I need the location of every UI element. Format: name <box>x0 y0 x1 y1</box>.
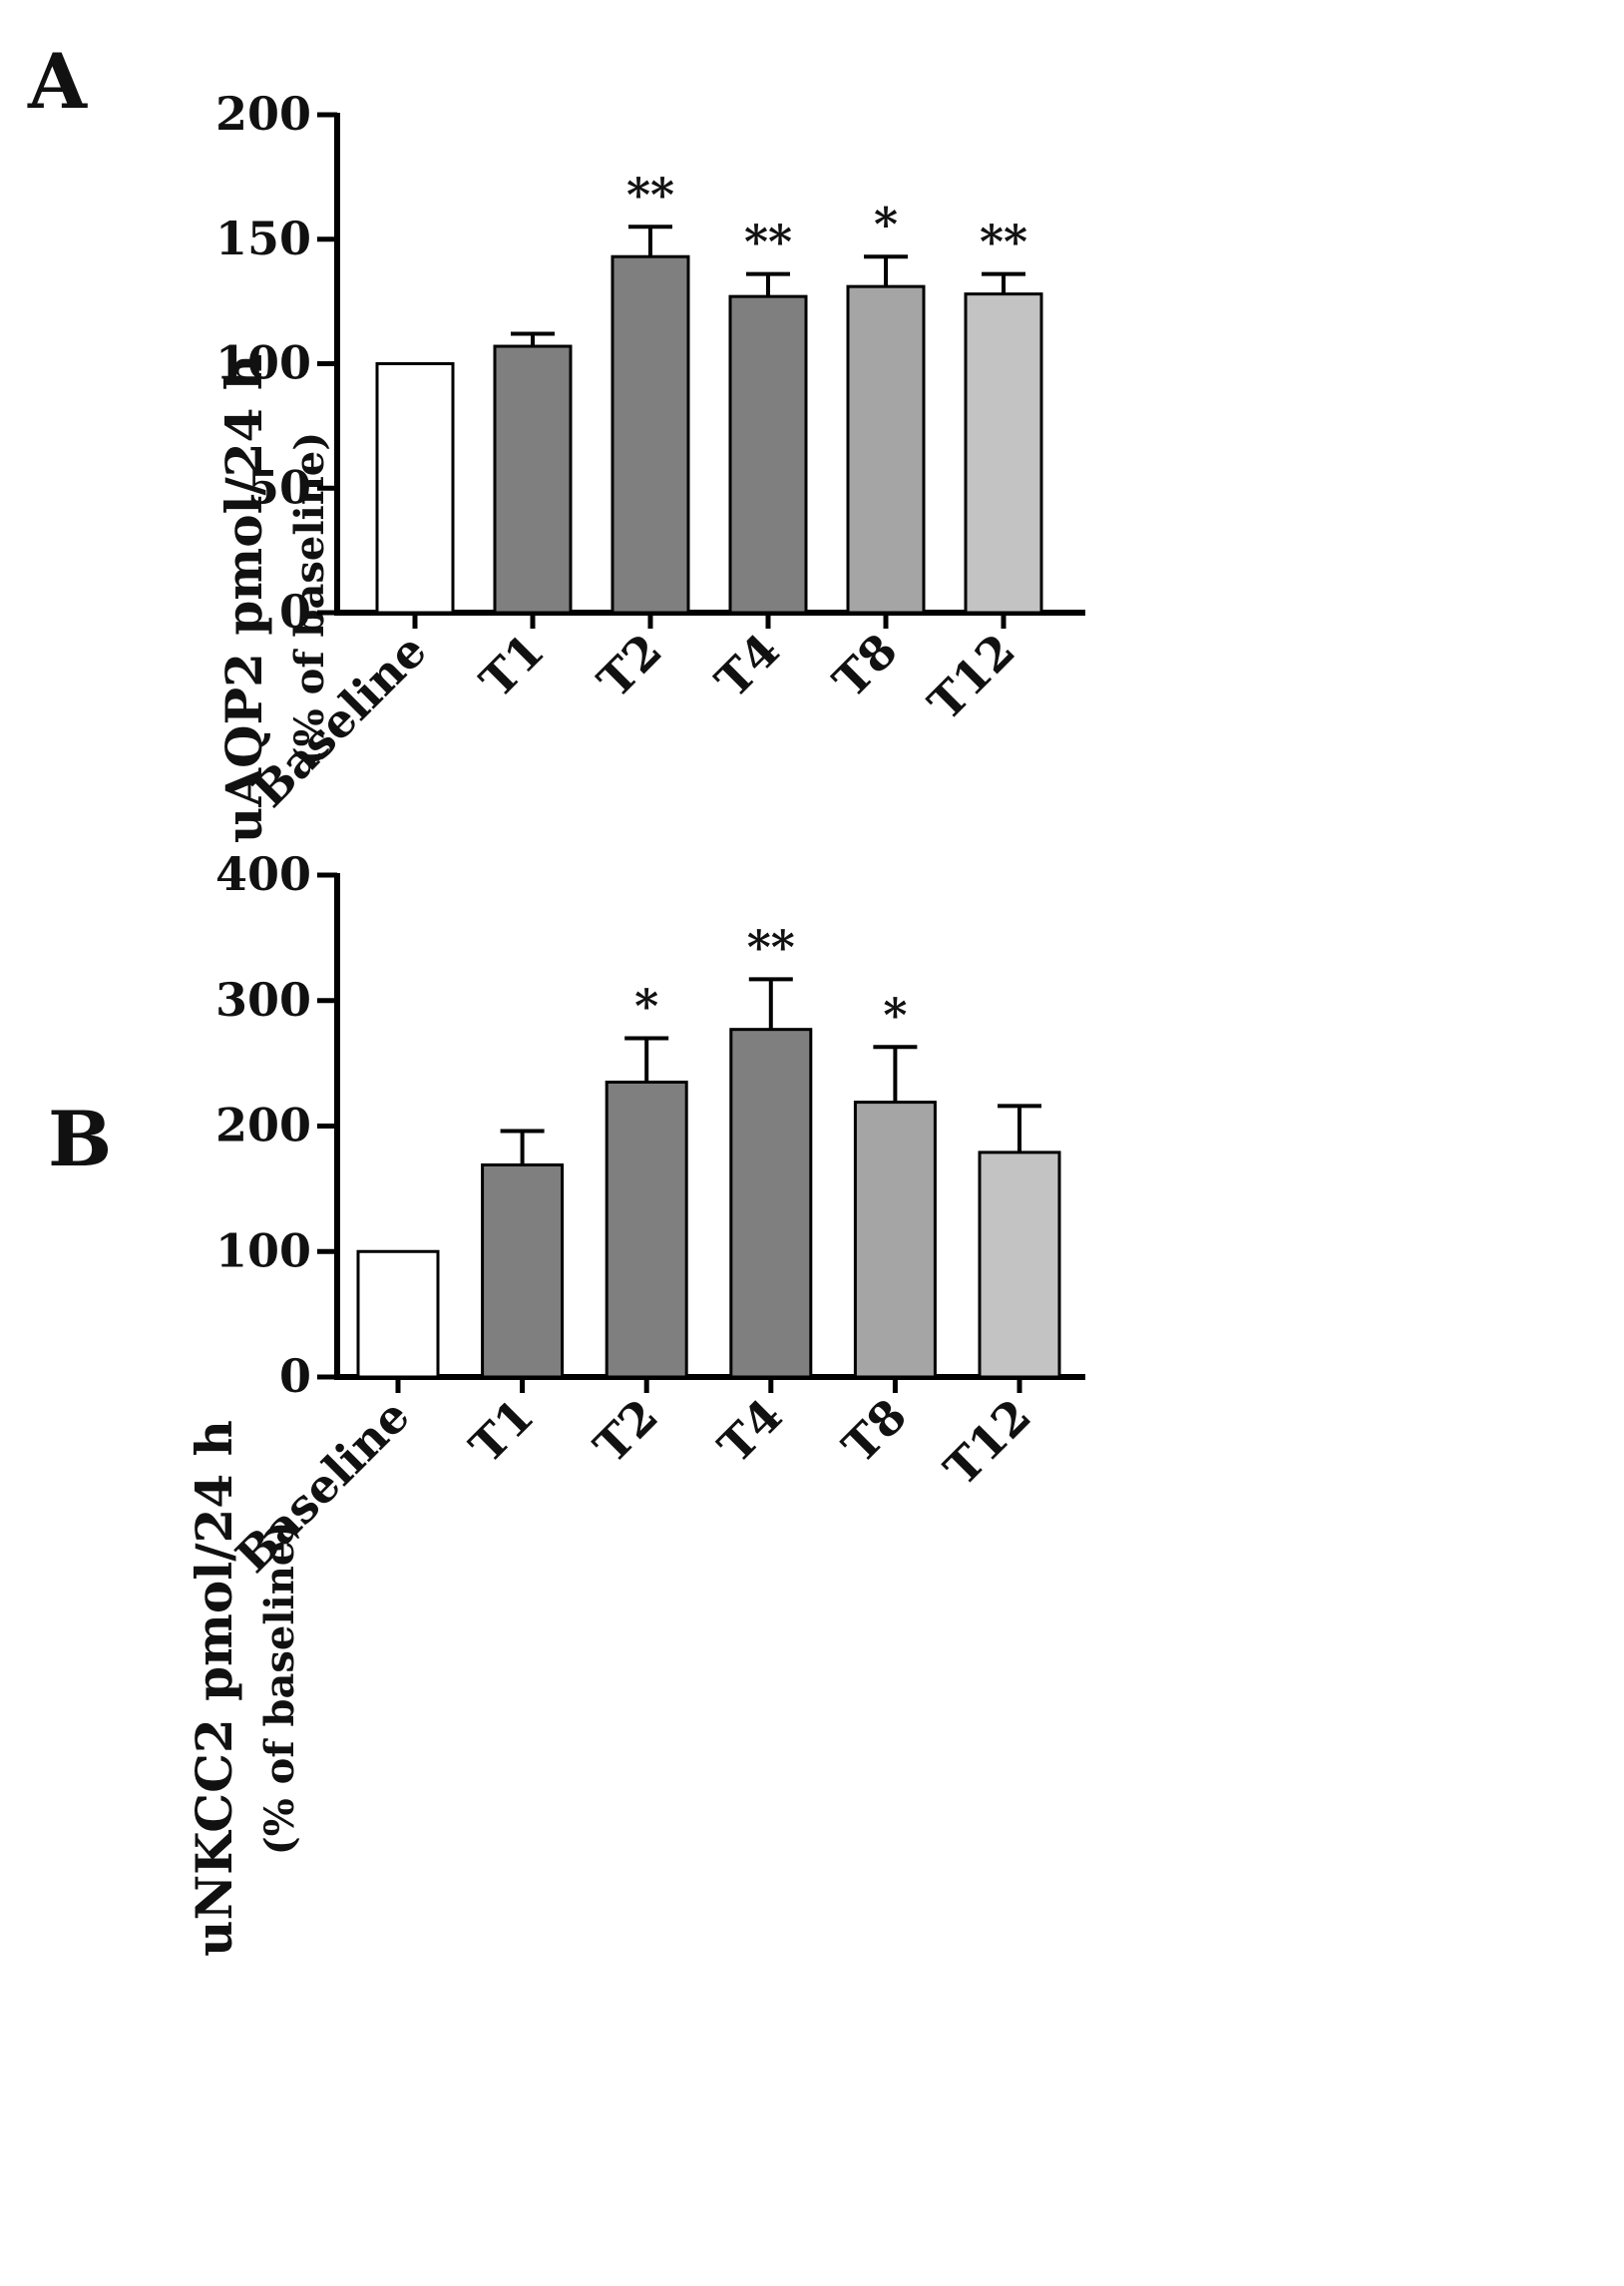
panel-a-category-label: T2 <box>588 624 672 708</box>
panel-b-bar-t4 <box>729 1028 813 1379</box>
panel-a-significance-marker: ** <box>980 216 1027 269</box>
panel-b-category-label: T1 <box>459 1389 544 1474</box>
panel-a-category-label: T12 <box>918 624 1025 731</box>
panel-a-y-tick-label: 150 <box>215 212 311 265</box>
panel-a-significance-marker: * <box>874 198 898 251</box>
panel-b-y-label-line2: (% of baseline) <box>256 1522 303 1855</box>
panel-b-y-label-line1: uNKCC2 pmol/24 h <box>185 1420 243 1957</box>
panel-b-significance-marker: ** <box>747 920 795 974</box>
panel-b-bar-t12 <box>978 1150 1061 1379</box>
panel-a: A uAQP2 pmol/24 h (% of baseline) 050100… <box>27 37 1085 843</box>
panel-a-category-label: T8 <box>823 624 908 708</box>
panel-b-y-tick-label: 0 <box>279 1349 311 1403</box>
panel-b-label: B <box>48 1095 112 1183</box>
panel-b-significance-marker: * <box>883 988 907 1042</box>
panel-b-category-label: T4 <box>708 1389 793 1474</box>
panel-b-category-label: T12 <box>934 1389 1041 1497</box>
panel-a-y-tick-label: 50 <box>247 460 311 514</box>
panel-b-plot: 0 100 200 300 400 Baseline T1 T2 * T4 ** T8 * T12 <box>215 847 1085 1583</box>
panel-b-y-tick-label: 200 <box>215 1099 311 1152</box>
panel-b-category-label: Baseline <box>225 1389 420 1584</box>
panel-a-bar-t1 <box>493 344 573 615</box>
panel-a-significance-marker: ** <box>744 216 792 269</box>
panel-b-y-tick-label: 300 <box>215 973 311 1027</box>
panel-a-y-label-line1: uAQP2 pmol/24 h <box>214 354 273 843</box>
panel-b-bar-t2 <box>605 1080 688 1379</box>
panel-a-bar-t2 <box>610 254 690 615</box>
panel-a-y-tick-label: 0 <box>279 585 311 639</box>
panel-a-category-label: T4 <box>705 624 790 708</box>
panel-b-bar-t1 <box>481 1162 565 1379</box>
panel-a-bar-baseline <box>375 362 455 615</box>
panel-b-y-axis-label: uNKCC2 pmol/24 h (% of baseline) <box>185 1420 303 1957</box>
panel-b-significance-marker: * <box>634 979 658 1033</box>
panel-b: B uNKCC2 pmol/24 h (% of baseline) 0 100 2… <box>48 847 1085 1957</box>
panel-a-significance-marker: ** <box>626 168 674 222</box>
panel-b-bar-baseline <box>356 1249 440 1379</box>
panel-b-category-label: T8 <box>832 1389 917 1474</box>
panel-b-y-tick-label: 400 <box>215 847 311 901</box>
panel-a-bar-t12 <box>964 292 1043 615</box>
panel-a-y-tick-label: 200 <box>215 87 311 141</box>
panel-b-bar-t8 <box>853 1101 937 1379</box>
panel-a-label: A <box>27 37 88 126</box>
panel-a-y-tick-label: 100 <box>215 336 311 390</box>
panel-a-category-label: T1 <box>470 624 555 708</box>
panel-a-bar-t8 <box>846 284 926 615</box>
panel-b-category-label: T2 <box>584 1389 668 1474</box>
panel-b-y-tick-label: 100 <box>215 1223 311 1277</box>
panel-a-bar-t4 <box>728 294 808 615</box>
